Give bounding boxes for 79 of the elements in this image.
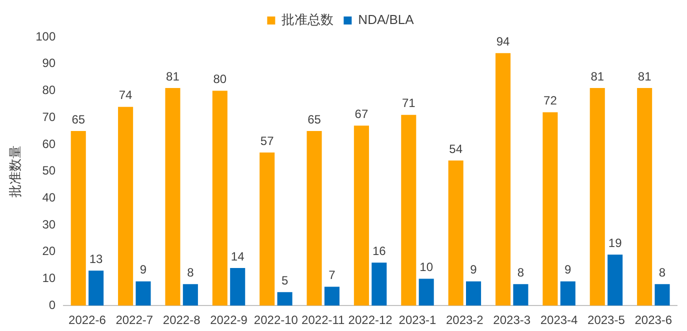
legend-label: 批准总数 — [282, 12, 334, 28]
bar — [542, 112, 558, 306]
y-tick-label: 100 — [36, 29, 56, 44]
bar — [418, 278, 434, 306]
bar — [306, 131, 322, 306]
bar — [70, 131, 86, 306]
x-tick-label: 2022-8 — [162, 313, 201, 328]
bar — [448, 160, 464, 306]
y-tick-label: 70 — [42, 110, 56, 124]
data-label: 9 — [564, 262, 572, 277]
bar — [372, 262, 387, 306]
bar — [654, 284, 670, 306]
data-label: 5 — [281, 273, 288, 288]
data-label: 13 — [89, 252, 104, 266]
y-tick-label: 30 — [42, 217, 56, 232]
y-tick-label: 20 — [42, 244, 56, 258]
y-tick-label: 60 — [42, 136, 56, 151]
data-label: 81 — [590, 69, 604, 84]
x-tick-label: 2023-4 — [540, 313, 578, 328]
bar — [118, 106, 134, 306]
bar — [354, 126, 369, 306]
data-label: 7 — [328, 268, 336, 282]
y-axis-title: 批准数量 — [7, 145, 22, 198]
data-label: 9 — [140, 262, 147, 277]
data-label: 8 — [517, 265, 524, 280]
data-label: 8 — [658, 265, 666, 280]
data-label: 65 — [72, 112, 86, 126]
data-label: 14 — [230, 249, 245, 264]
x-tick-label: 2022-12 — [348, 313, 393, 328]
x-tick-label: 2023-2 — [446, 313, 484, 328]
data-label: 72 — [544, 94, 558, 108]
bar — [212, 90, 228, 306]
bar — [513, 284, 528, 306]
y-tick-label: 80 — [42, 83, 56, 98]
bar — [88, 270, 104, 306]
x-tick-label: 2022-10 — [254, 313, 298, 328]
bar — [230, 268, 246, 306]
x-tick-label: 2023-6 — [634, 313, 672, 328]
x-tick-label: 2023-1 — [398, 313, 436, 328]
data-label: 9 — [470, 262, 478, 277]
bar — [608, 254, 623, 306]
bar — [590, 88, 605, 306]
bar — [165, 88, 180, 306]
data-label: 65 — [308, 112, 322, 126]
bar — [466, 281, 482, 306]
x-tick-label: 2022-7 — [116, 313, 154, 328]
bar — [324, 286, 340, 306]
y-tick-label: 0 — [48, 298, 56, 312]
x-tick-label: 2022-11 — [302, 313, 346, 328]
data-label: 81 — [166, 69, 180, 84]
data-label: 19 — [608, 236, 622, 250]
data-label: 54 — [449, 142, 463, 156]
data-label: 74 — [118, 88, 133, 102]
data-label: 67 — [354, 106, 368, 121]
y-tick-label: 90 — [42, 56, 56, 70]
data-label: 81 — [638, 69, 652, 84]
data-label: 71 — [402, 96, 416, 110]
data-label: 94 — [496, 34, 510, 48]
x-tick-label: 2022-6 — [68, 313, 106, 328]
y-tick-label: 40 — [42, 190, 56, 204]
bar — [560, 281, 576, 306]
bar — [277, 292, 292, 306]
bar — [495, 53, 511, 306]
y-tick-label: 10 — [42, 271, 56, 286]
data-label: 10 — [420, 260, 434, 274]
y-tick-label: 50 — [42, 164, 56, 178]
x-tick-label: 2022-9 — [210, 313, 248, 328]
bar — [260, 152, 275, 306]
x-tick-label: 2023-3 — [493, 313, 531, 328]
bar — [182, 284, 198, 306]
data-label: 57 — [260, 134, 274, 148]
legend-label: NDA/BLA — [358, 12, 414, 28]
x-tick-label: 2023-5 — [588, 313, 626, 328]
data-label: 8 — [187, 265, 194, 280]
data-label: 80 — [213, 72, 227, 86]
bar — [136, 281, 151, 306]
data-label: 16 — [372, 244, 386, 258]
bar — [401, 114, 416, 306]
bar — [637, 88, 652, 306]
